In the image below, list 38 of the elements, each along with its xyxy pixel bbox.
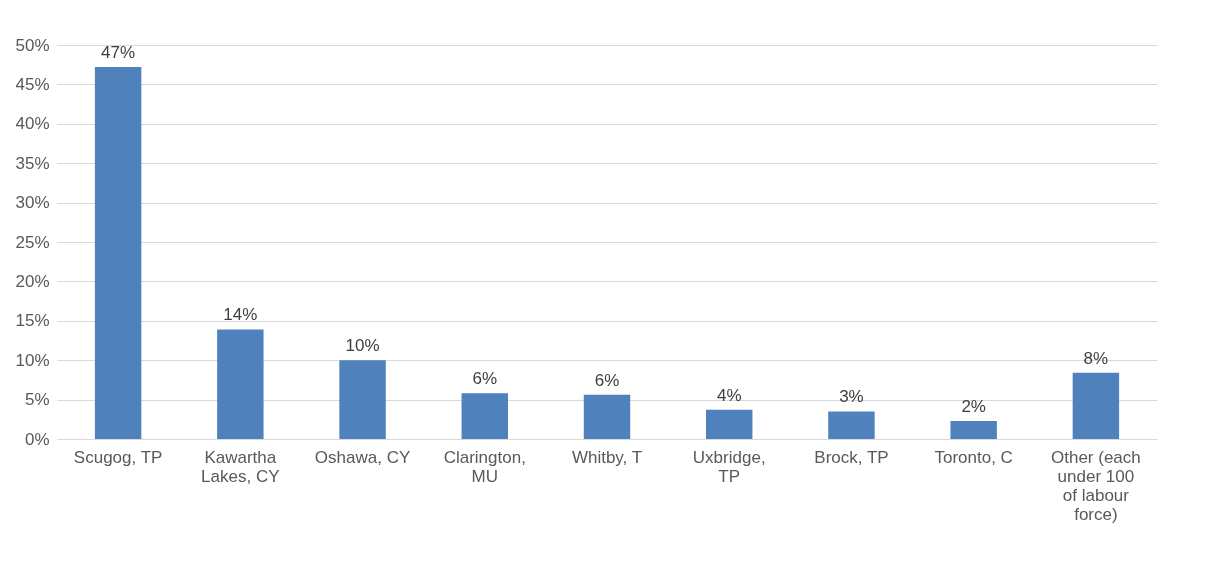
y-tick-label: 35% — [15, 153, 50, 173]
data-label: 4% — [716, 385, 742, 405]
y-tick-label: 45% — [15, 74, 50, 94]
bar — [828, 411, 875, 439]
x-tick-label: Other (each under 100 of labour force) — [1051, 447, 1141, 524]
y-tick-label: 50% — [15, 35, 50, 55]
bar — [950, 420, 997, 439]
y-tick-label: 15% — [15, 311, 50, 331]
bar — [706, 409, 753, 439]
data-label: 47% — [101, 43, 136, 63]
data-label: 10% — [345, 336, 380, 356]
y-tick-label: 30% — [15, 193, 50, 213]
bar — [583, 394, 631, 439]
x-tick-label: Toronto, C — [934, 447, 1013, 467]
x-tick-label: Oshawa, CY — [314, 447, 411, 467]
data-label: 8% — [1083, 348, 1109, 368]
data-label: 6% — [594, 370, 620, 390]
x-tick-label: Kawartha Lakes, CY — [201, 447, 280, 486]
y-tick-label: 5% — [24, 390, 50, 410]
y-tick-label: 10% — [15, 350, 50, 370]
bar — [217, 329, 264, 439]
y-tick-label: 20% — [15, 271, 50, 291]
y-tick-label: 25% — [15, 232, 50, 252]
x-tick-label: Uxbridge, TP — [692, 447, 766, 486]
x-tick-label: Whitby, T — [571, 447, 643, 467]
data-label: 2% — [961, 396, 986, 416]
x-tick-label: Clarington, MU — [443, 447, 526, 486]
data-label: 6% — [472, 369, 498, 389]
data-label: 14% — [223, 305, 258, 325]
bar — [1072, 372, 1120, 439]
data-label: 3% — [839, 387, 864, 407]
x-tick-label: Brock, TP — [814, 447, 889, 467]
x-tick-label: Scugog, TP — [73, 447, 163, 467]
bar — [339, 360, 386, 439]
y-tick-label: 0% — [24, 429, 50, 449]
bar — [461, 393, 508, 439]
y-tick-label: 40% — [15, 114, 50, 134]
bar — [94, 67, 142, 439]
